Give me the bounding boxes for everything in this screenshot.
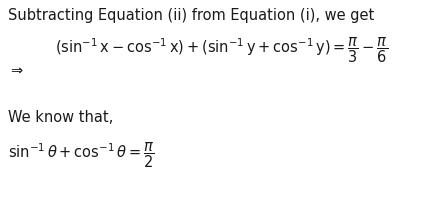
Text: Subtracting Equation (ii) from Equation (i), we get: Subtracting Equation (ii) from Equation … [8,8,374,23]
Text: We know that,: We know that, [8,110,113,125]
Text: $\sin^{-1}\theta+\cos^{-1}\theta=\dfrac{\pi}{2}$: $\sin^{-1}\theta+\cos^{-1}\theta=\dfrac{… [8,140,155,170]
Text: $\Rightarrow$: $\Rightarrow$ [8,62,25,77]
Text: $(\sin^{-1}\mathrm{x}-\cos^{-1}\mathrm{x})+(\sin^{-1}\mathrm{y}+\cos^{-1}\mathrm: $(\sin^{-1}\mathrm{x}-\cos^{-1}\mathrm{x… [55,35,388,65]
